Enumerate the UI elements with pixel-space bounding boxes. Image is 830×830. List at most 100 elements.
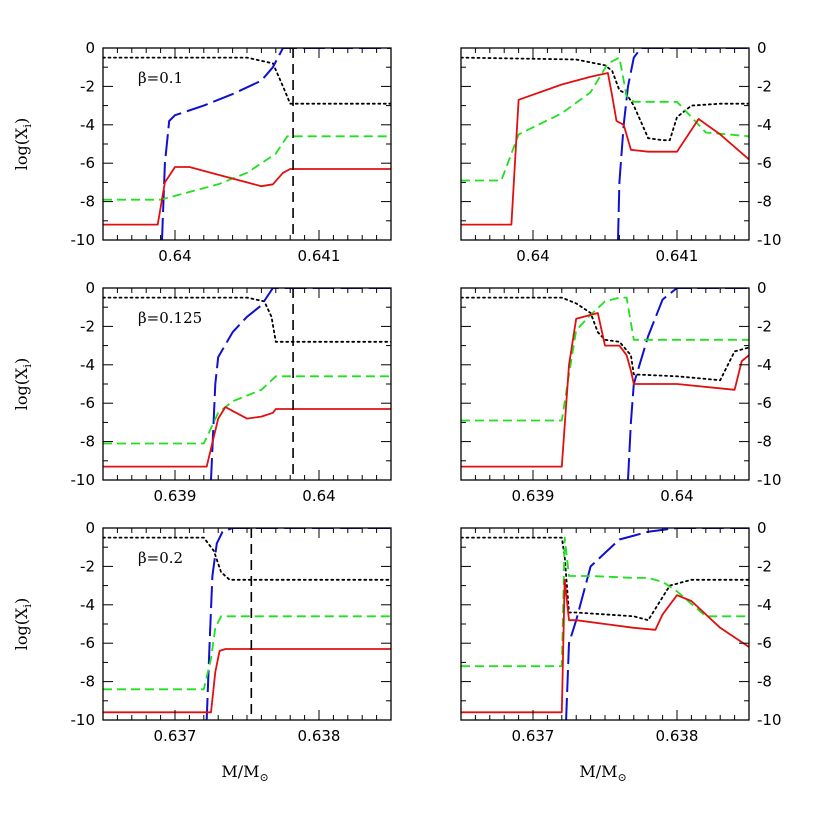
- panel-1: 0.64 0.641 0 -2 -4 -6 -8 -10 β=0.1: [71, 39, 392, 265]
- beta-annotation: β=0.125: [138, 309, 202, 327]
- series-line-green: [103, 135, 391, 201]
- series-line-dotted: [461, 296, 749, 382]
- y-tick-label: -10: [757, 231, 782, 249]
- series-group: [103, 288, 391, 480]
- y-tick-label: -10: [757, 711, 782, 729]
- panel-2: 0.64 0.641 0 -2 -4 -6 -8 -10: [460, 39, 782, 265]
- y-tick-label: -4: [757, 596, 772, 614]
- panel-4: 0.639 0.64 0 -2 -4 -6 -8 -10: [460, 279, 782, 505]
- y-tick-label: 0: [757, 39, 767, 57]
- ticks: [461, 48, 749, 240]
- x-tick-label: 0.638: [298, 727, 341, 745]
- y-tick-label: -2: [757, 77, 772, 95]
- x-tick-label: 0.637: [154, 727, 197, 745]
- series-line-dotted: [103, 56, 391, 105]
- ticks: [103, 288, 391, 480]
- series-line-blue: [617, 48, 749, 240]
- x-axis-title-left: M/M⊙: [221, 762, 268, 784]
- plot-frame: [460, 287, 750, 481]
- series-line-blue: [565, 528, 749, 720]
- y-tick-label: -4: [80, 116, 95, 134]
- ticks: [103, 528, 391, 720]
- series-line-dotted: [103, 296, 391, 343]
- series-line-green: [461, 536, 749, 668]
- series-line-dotted: [461, 536, 749, 622]
- y-tick-label: 0: [85, 39, 95, 57]
- series-line-red: [103, 648, 391, 714]
- x-tick-label: 0.638: [656, 727, 699, 745]
- x-tick-label: 0.64: [302, 487, 335, 505]
- series-group: [461, 288, 749, 480]
- series-line-blue: [627, 288, 749, 480]
- panels: 0.64 0.641 0 -2 -4 -6 -8 -10 β=0.1 0.64 0.641 0 -2 -4…: [71, 39, 782, 745]
- series-line-red: [461, 312, 749, 468]
- series-line-blue: [161, 48, 391, 240]
- series-line-green: [103, 615, 391, 691]
- plot-frame: [460, 47, 750, 241]
- series-line-red: [461, 578, 749, 714]
- y-tick-label: 0: [85, 519, 95, 537]
- ticks: [461, 288, 749, 480]
- beta-annotation: β=0.1: [138, 69, 183, 87]
- series-group: [461, 528, 749, 720]
- x-tick-label: 0.641: [656, 247, 699, 265]
- series-line-green: [461, 296, 749, 422]
- ticks: [103, 48, 391, 240]
- beta-annotation: β=0.2: [138, 549, 183, 567]
- series-line-red: [103, 166, 391, 226]
- y-tick-label: -2: [757, 317, 772, 335]
- y-tick-label: -10: [757, 471, 782, 489]
- ticks: [461, 528, 749, 720]
- y-tick-label: -6: [757, 634, 772, 652]
- series-group: [103, 48, 391, 240]
- y-tick-label: -6: [80, 154, 95, 172]
- y-tick-label: 0: [757, 519, 767, 537]
- y-tick-label: -10: [71, 471, 96, 489]
- y-tick-label: -8: [80, 433, 95, 451]
- series-line-green: [103, 375, 391, 445]
- x-axis-title-right: M/M⊙: [579, 762, 626, 784]
- axis-titles: log(Xi) log(Xi) log(Xi) M/M⊙ M/M⊙: [12, 118, 627, 784]
- y-axis-title-row-2: log(Xi): [12, 358, 34, 410]
- x-tick-label: 0.64: [516, 247, 549, 265]
- y-tick-label: 0: [85, 279, 95, 297]
- panel-3: 0.639 0.64 0 -2 -4 -6 -8 -10 β=0.125: [71, 279, 392, 505]
- y-tick-label: -2: [757, 557, 772, 575]
- y-tick-label: 0: [757, 279, 767, 297]
- y-tick-label: -4: [757, 116, 772, 134]
- series-line-red: [103, 406, 391, 468]
- y-axis-title-row-3: log(Xi): [12, 598, 34, 650]
- series-line-dotted: [103, 536, 391, 581]
- y-tick-label: -8: [80, 193, 95, 211]
- y-tick-label: -8: [757, 433, 772, 451]
- y-tick-label: -10: [71, 711, 96, 729]
- series-group: [461, 48, 749, 240]
- panel-5: 0.637 0.638 0 -2 -4 -6 -8 -10 β=0.2: [71, 519, 392, 745]
- series-line-blue: [205, 528, 391, 720]
- x-tick-label: 0.639: [512, 487, 555, 505]
- y-tick-label: -8: [80, 673, 95, 691]
- y-tick-label: -10: [71, 231, 96, 249]
- y-tick-label: -4: [757, 356, 772, 374]
- y-tick-label: -6: [80, 394, 95, 412]
- y-tick-label: -6: [757, 154, 772, 172]
- series-line-green: [461, 56, 749, 182]
- y-tick-label: -2: [80, 317, 95, 335]
- y-tick-label: -4: [80, 356, 95, 374]
- y-tick-label: -8: [757, 673, 772, 691]
- y-tick-label: -4: [80, 596, 95, 614]
- series-line-blue: [210, 288, 391, 480]
- y-tick-label: -6: [757, 394, 772, 412]
- y-tick-label: -6: [80, 634, 95, 652]
- y-tick-label: -2: [80, 77, 95, 95]
- x-tick-label: 0.637: [512, 727, 555, 745]
- series-line-dotted: [461, 56, 749, 142]
- y-axis-title-row-1: log(Xi): [12, 118, 34, 170]
- x-tick-label: 0.639: [154, 487, 197, 505]
- series-group: [103, 528, 391, 720]
- series-line-red: [461, 72, 749, 226]
- x-tick-label: 0.64: [158, 247, 191, 265]
- x-tick-label: 0.641: [298, 247, 341, 265]
- y-tick-label: -2: [80, 557, 95, 575]
